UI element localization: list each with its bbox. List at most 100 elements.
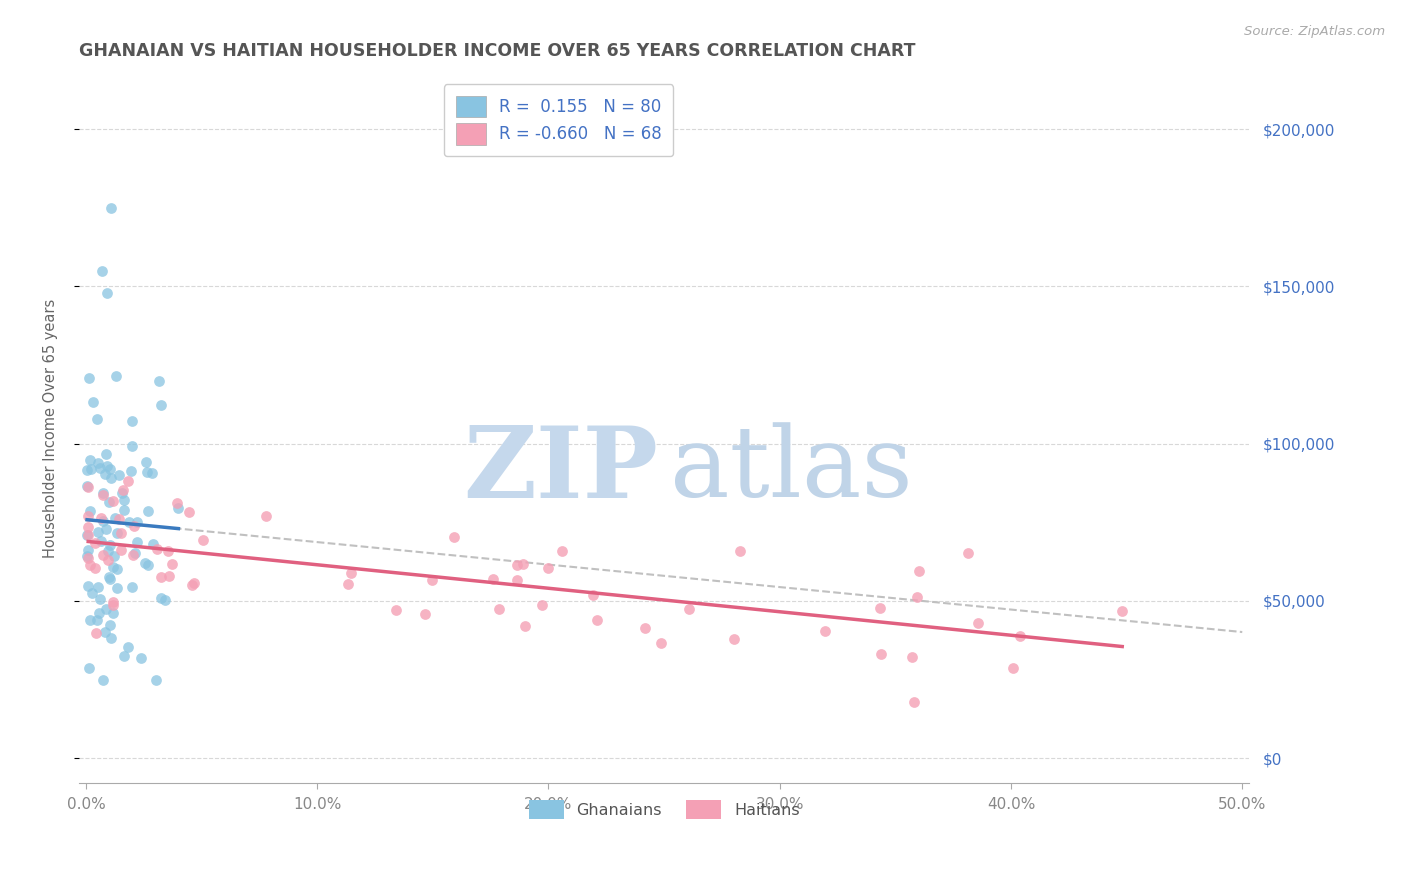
Point (100, 201, 122, 215)
Point (91, 486, 114, 500)
Point (76, 462, 98, 476)
Point (723, 632, 745, 647)
Point (183, 575, 205, 590)
Point (103, 549, 125, 563)
Point (86, 581, 108, 595)
Point (77, 520, 100, 534)
Point (1010, 628, 1032, 642)
Point (107, 526, 129, 541)
Point (124, 546, 146, 560)
Point (112, 503, 135, 517)
Point (84, 536, 107, 550)
Point (908, 564, 931, 578)
Point (167, 501, 190, 516)
Point (166, 496, 188, 510)
Point (96, 522, 118, 536)
Point (76, 549, 98, 564)
Point (179, 505, 201, 519)
Point (77, 509, 100, 524)
Point (149, 398, 172, 412)
Point (633, 621, 655, 635)
Point (89, 591, 111, 606)
Point (814, 624, 837, 638)
Point (77, 551, 100, 566)
Point (86, 456, 108, 470)
Point (79, 503, 101, 517)
Point (80, 462, 103, 476)
Point (339, 566, 361, 580)
Point (118, 515, 141, 529)
Point (905, 590, 928, 604)
Point (108, 468, 131, 483)
Text: Source: ZipAtlas.com: Source: ZipAtlas.com (1244, 25, 1385, 38)
Point (901, 650, 924, 665)
Point (100, 471, 122, 485)
Point (97, 544, 120, 558)
Point (336, 577, 359, 591)
Point (87, 524, 110, 539)
Point (650, 636, 672, 650)
Point (730, 544, 752, 558)
Point (135, 455, 157, 469)
Point (97, 553, 120, 567)
Point (103, 595, 125, 609)
Point (142, 537, 165, 551)
Point (127, 515, 149, 529)
Point (101, 606, 124, 620)
Point (110, 526, 132, 541)
Point (86, 625, 108, 640)
Point (91, 515, 114, 529)
Point (94, 467, 117, 482)
Point (678, 602, 700, 616)
Point (145, 542, 167, 557)
Point (111, 486, 134, 500)
Point (101, 494, 124, 508)
Point (94, 602, 117, 616)
Point (98, 462, 121, 476)
Point (96, 285, 118, 300)
Point (157, 569, 180, 583)
Point (100, 631, 122, 645)
Point (136, 503, 159, 517)
Point (141, 466, 163, 480)
Point (967, 616, 990, 631)
Point (869, 600, 891, 615)
Point (91, 548, 114, 562)
Point (104, 369, 127, 384)
Point (86, 412, 108, 426)
Y-axis label: Householder Income Over 65 years: Householder Income Over 65 years (44, 298, 58, 558)
Point (79, 613, 101, 627)
Point (254, 508, 277, 523)
Point (581, 588, 603, 602)
Point (77, 579, 100, 593)
Point (93, 488, 115, 502)
Point (94, 625, 117, 640)
Point (121, 414, 143, 428)
Point (105, 581, 128, 595)
Point (191, 533, 214, 548)
Text: ZIP: ZIP (464, 422, 658, 519)
Point (956, 547, 979, 561)
Point (131, 650, 153, 665)
Point (530, 599, 553, 613)
Point (79, 370, 101, 384)
Point (97, 570, 120, 584)
Point (443, 530, 465, 544)
Point (117, 475, 139, 489)
Point (107, 512, 129, 526)
Point (125, 534, 148, 549)
Point (903, 695, 925, 709)
Point (385, 603, 408, 617)
Point (103, 598, 125, 612)
Point (121, 580, 143, 594)
Text: GHANAIAN VS HAITIAN HOUSEHOLDER INCOME OVER 65 YEARS CORRELATION CHART: GHANAIAN VS HAITIAN HOUSEHOLDER INCOME O… (79, 42, 915, 60)
Point (420, 574, 443, 588)
Point (96, 458, 118, 473)
Point (136, 558, 159, 573)
Point (94, 447, 117, 461)
Point (87, 606, 110, 620)
Point (76, 542, 98, 557)
Point (98, 618, 121, 632)
Point (111, 483, 134, 497)
Point (181, 578, 204, 592)
